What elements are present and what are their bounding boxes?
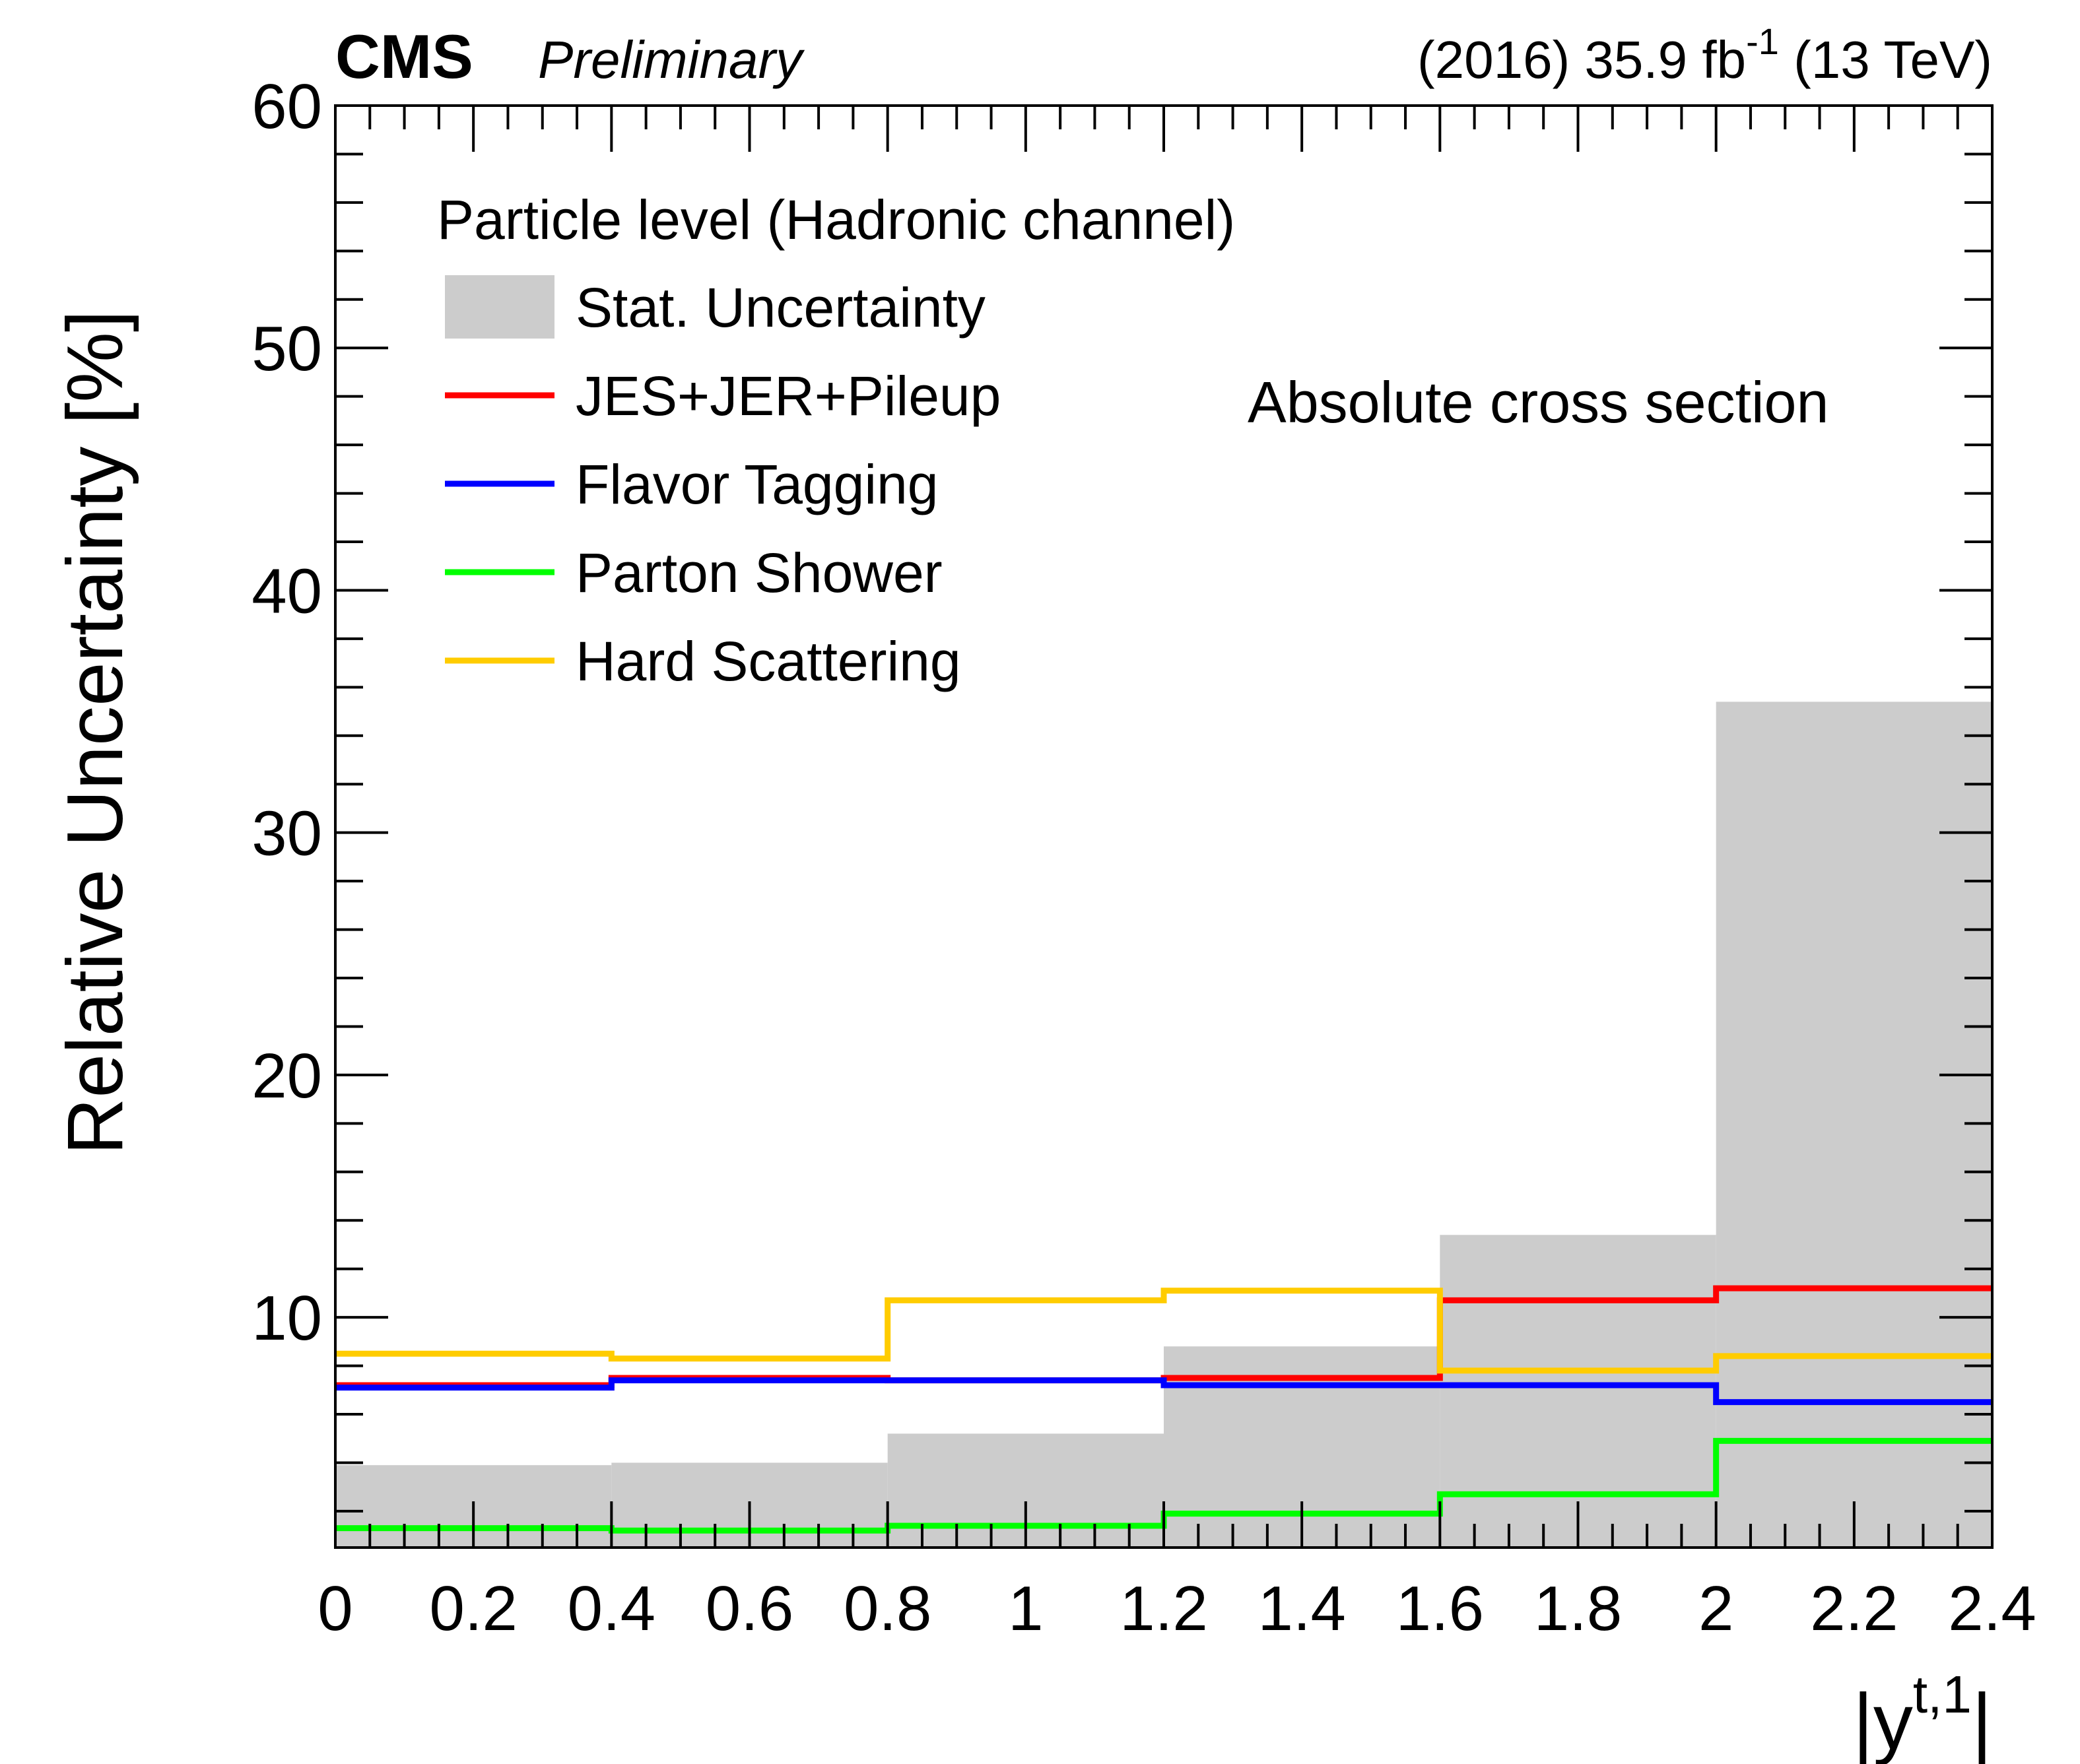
x-tick-label: 1.2: [1120, 1573, 1207, 1644]
x-tick-label: 1: [1008, 1573, 1043, 1644]
luminosity-label: (2016) 35.9 fb-1 (13 TeV): [1417, 20, 1992, 89]
y-tick-label: 40: [252, 556, 322, 626]
flavor-tagging-line: [335, 1377, 1992, 1406]
x-tick-label: 2.4: [1948, 1573, 2036, 1644]
stat-uncertainty-fill: [335, 702, 1992, 1548]
hard-scattering-legend-label: Hard Scattering: [576, 630, 961, 692]
jes-jer-pileup-legend-label: JES+JER+Pileup: [576, 365, 1001, 427]
stat-uncertainty-legend-swatch: [445, 275, 554, 339]
y-tick-label: 20: [252, 1041, 322, 1111]
tick-labels: 0 0.2 0.4 0.6 0.8 1 1.2 1.4 1.6 1.8 2 2.2 2.4 10 20 30 4…: [252, 71, 2036, 1644]
experiment-label: CMS: [335, 22, 473, 91]
parton-shower-legend-label: Parton Shower: [576, 542, 943, 604]
x-tick-label: 2: [1698, 1573, 1733, 1644]
annotation-absolute-cross-section: Absolute cross section: [1248, 370, 1828, 435]
flavor-tagging-legend-label: Flavor Tagging: [576, 453, 938, 515]
x-tick-label: 1.4: [1258, 1573, 1345, 1644]
status-label: Preliminary: [538, 30, 805, 89]
axes: [334, 104, 1994, 1549]
x-tick-label: 1.6: [1396, 1573, 1484, 1644]
y-axis-title: Relative Uncertainty [%]: [51, 310, 139, 1156]
y-tick-label: 10: [252, 1283, 322, 1354]
x-tick-label: 0: [318, 1573, 352, 1644]
x-tick-label: 1.8: [1534, 1573, 1622, 1644]
y-tick-label: 30: [252, 799, 322, 869]
stat-uncertainty-legend-label: Stat. Uncertainty: [576, 277, 986, 339]
x-tick-label: 0.6: [706, 1573, 793, 1644]
legend-header: Particle level (Hadronic channel): [437, 189, 1235, 251]
y-tick-label: 50: [252, 313, 322, 384]
y-tick-label: 60: [252, 71, 322, 142]
x-axis-title: |yt,1|: [1853, 1665, 1992, 1764]
x-tick-label: 0.8: [844, 1573, 931, 1644]
x-tick-label: 0.2: [429, 1573, 517, 1644]
legend: Particle level (Hadronic channel) Stat. …: [437, 189, 1235, 692]
stat-bin-5: [1716, 702, 1992, 1548]
x-tick-label: 2.2: [1810, 1573, 1898, 1644]
stat-bin-4: [1440, 1235, 1716, 1548]
x-tick-label: 0.4: [568, 1573, 655, 1644]
hard-scattering-line: [335, 1288, 1992, 1374]
